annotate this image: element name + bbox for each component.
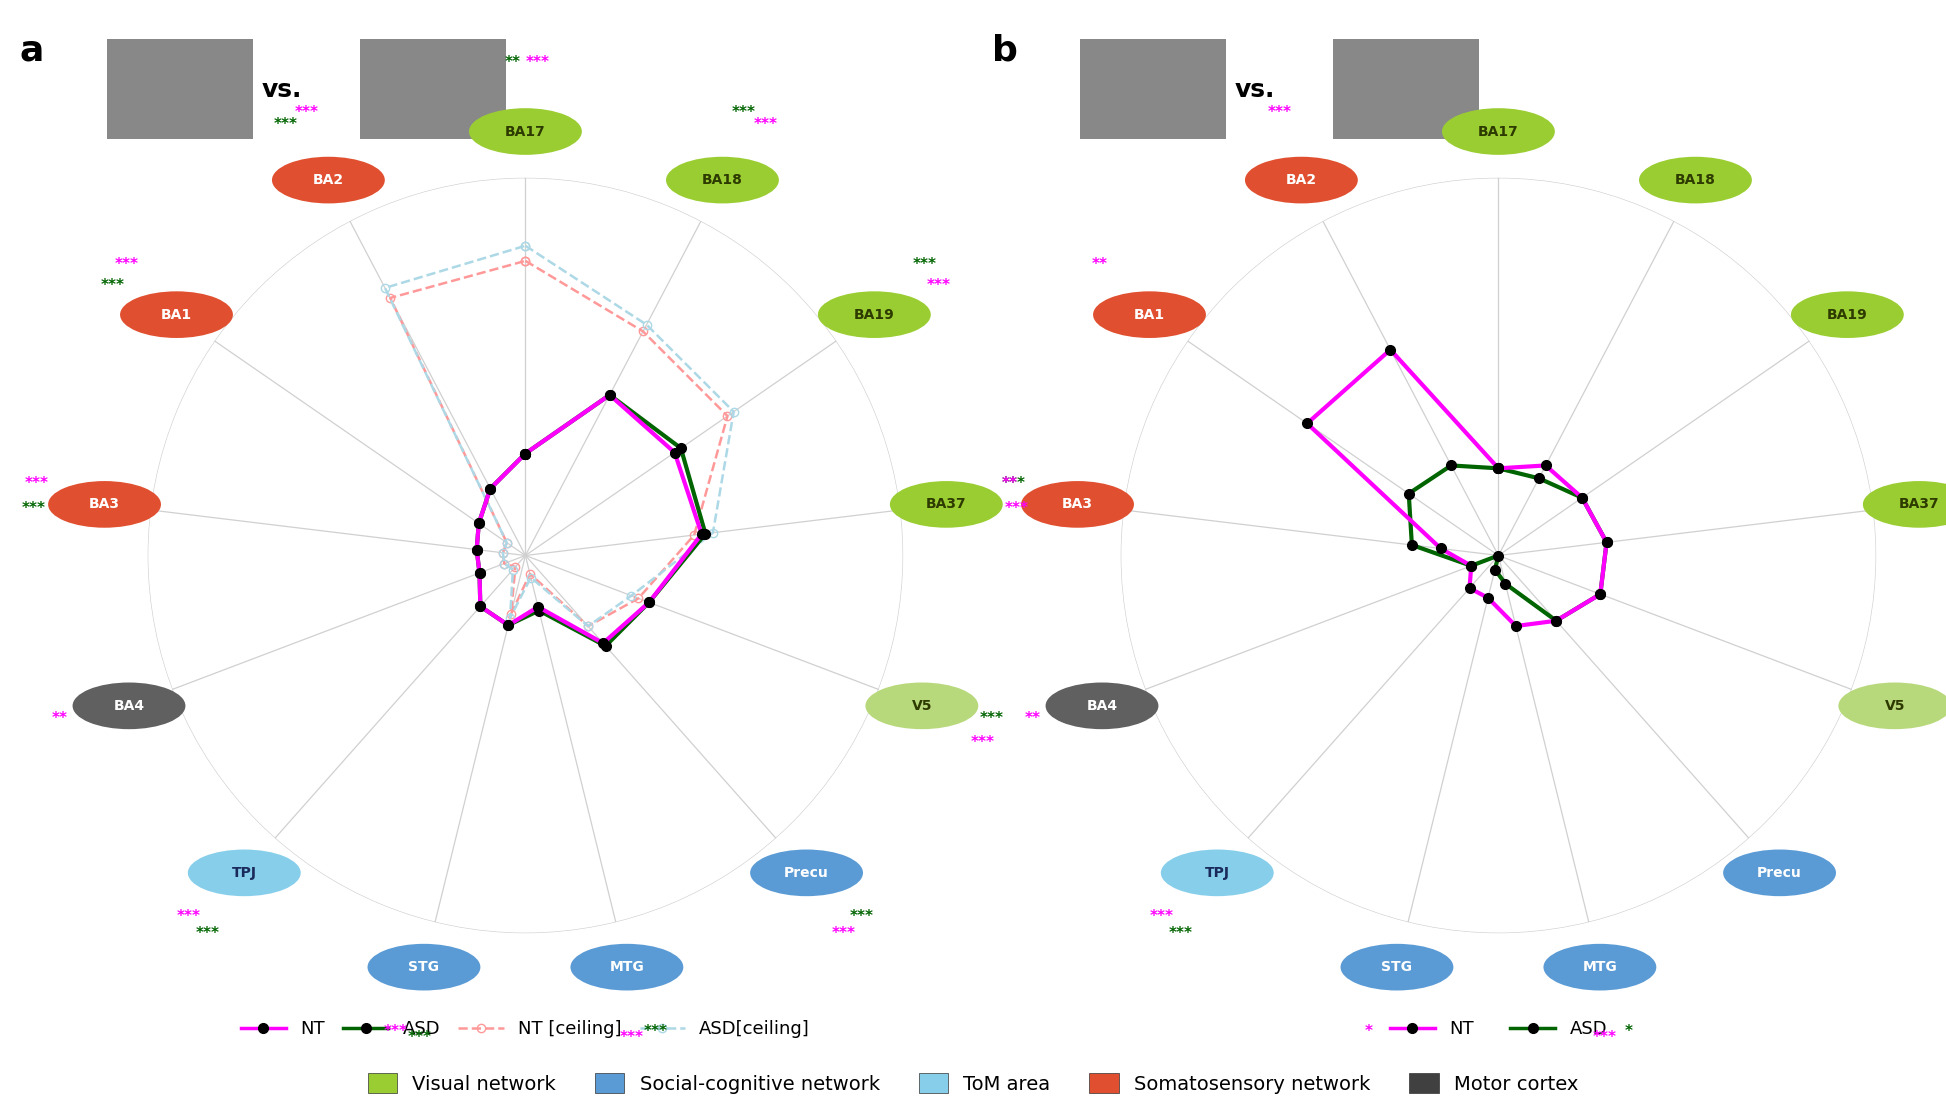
Text: ***: *** [831, 925, 856, 941]
Text: MTG: MTG [609, 960, 644, 974]
Text: ***: *** [732, 106, 755, 120]
Text: **: ** [506, 54, 522, 70]
Text: BA1: BA1 [162, 308, 193, 322]
Text: Precu: Precu [1757, 865, 1802, 880]
Text: BA3: BA3 [1063, 498, 1094, 511]
Text: ***: *** [177, 909, 200, 924]
Text: **: ** [53, 711, 68, 727]
Legend: Visual network, Social-cognitive network, ToM area, Somatosensory network, Motor: Visual network, Social-cognitive network… [360, 1065, 1586, 1101]
Text: BA2: BA2 [1286, 173, 1317, 187]
Text: ***: *** [195, 925, 220, 941]
Text: vs.: vs. [1236, 78, 1275, 102]
Text: BA4: BA4 [1086, 699, 1117, 713]
Text: ***: *** [926, 278, 950, 293]
Legend: NT, ASD: NT, ASD [1382, 1012, 1615, 1045]
Text: **: ** [1002, 476, 1018, 491]
Text: ***: *** [753, 117, 778, 132]
Text: b: b [992, 33, 1018, 68]
Text: STG: STG [1382, 960, 1413, 974]
Text: Precu: Precu [784, 865, 829, 880]
Text: ***: *** [1150, 909, 1173, 924]
Text: ***: *** [1592, 1030, 1617, 1045]
Text: BA19: BA19 [854, 308, 895, 322]
Text: ***: *** [525, 54, 549, 70]
Text: ***: *** [383, 1024, 407, 1039]
Text: a: a [19, 33, 45, 68]
Text: ***: *** [979, 711, 1004, 727]
Text: ***: *** [115, 257, 138, 272]
Text: BA19: BA19 [1827, 308, 1868, 322]
Text: STG: STG [409, 960, 440, 974]
Text: ***: *** [1269, 106, 1292, 120]
Text: BA18: BA18 [1676, 173, 1716, 187]
Text: BA2: BA2 [313, 173, 344, 187]
Text: BA37: BA37 [926, 498, 967, 511]
Text: BA4: BA4 [113, 699, 144, 713]
Text: *: * [1625, 1024, 1633, 1039]
Text: ***: *** [850, 909, 874, 924]
Text: ***: *** [296, 106, 319, 120]
Text: ***: *** [1002, 476, 1026, 491]
Text: V5: V5 [911, 699, 932, 713]
Text: vs.: vs. [263, 78, 302, 102]
Text: TPJ: TPJ [232, 865, 257, 880]
Text: BA17: BA17 [506, 124, 545, 139]
Text: ***: *** [913, 257, 936, 272]
Text: V5: V5 [1884, 699, 1905, 713]
Text: ***: *** [407, 1030, 432, 1045]
Text: **: ** [1026, 711, 1041, 727]
Text: BA37: BA37 [1899, 498, 1940, 511]
Text: ***: *** [101, 278, 125, 293]
Text: ***: *** [21, 501, 47, 517]
Text: ***: *** [272, 117, 298, 132]
Text: **: ** [1092, 257, 1107, 272]
Text: ***: *** [25, 476, 49, 491]
Text: ***: *** [1168, 925, 1193, 941]
Text: ***: *** [1004, 501, 1029, 517]
Text: *: * [1364, 1024, 1372, 1039]
Text: BA1: BA1 [1135, 308, 1166, 322]
Text: BA17: BA17 [1479, 124, 1518, 139]
Text: TPJ: TPJ [1205, 865, 1230, 880]
Legend: NT, ASD, NT [ceiling], ASD[ceiling]: NT, ASD, NT [ceiling], ASD[ceiling] [234, 1012, 817, 1045]
Text: BA3: BA3 [90, 498, 121, 511]
Text: ***: *** [619, 1030, 644, 1045]
Text: ***: *** [971, 735, 994, 750]
Text: MTG: MTG [1582, 960, 1617, 974]
Text: BA18: BA18 [703, 173, 743, 187]
Text: ***: *** [644, 1024, 667, 1039]
